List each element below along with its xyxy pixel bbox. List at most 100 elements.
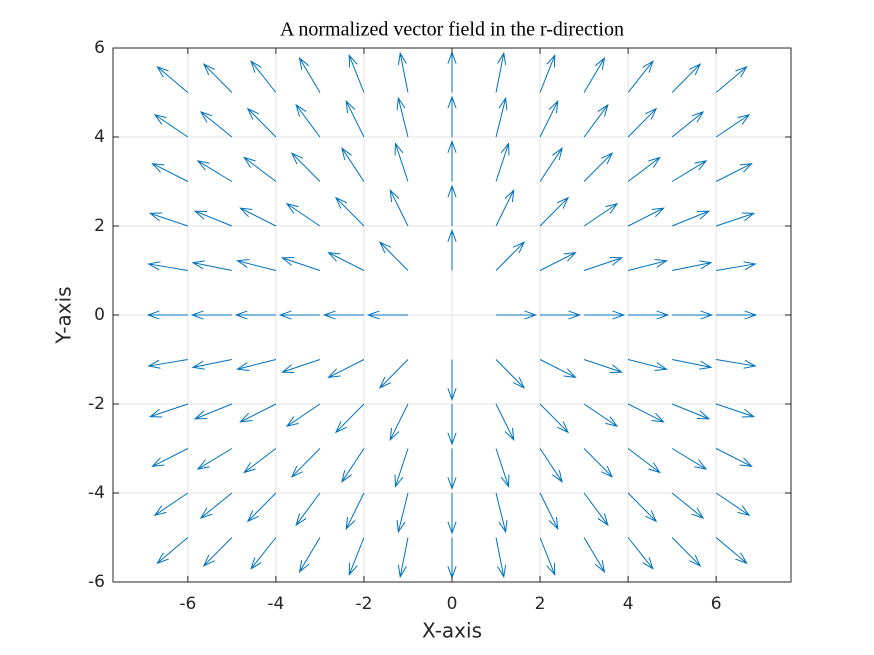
arrow bbox=[539, 448, 563, 484]
y-tick-label: -2 bbox=[88, 394, 105, 414]
arrow bbox=[715, 113, 751, 138]
x-tick-label: 0 bbox=[447, 594, 458, 614]
arrow bbox=[153, 113, 189, 138]
arrow bbox=[715, 162, 753, 182]
x-tick-label: 2 bbox=[535, 594, 546, 614]
arrow bbox=[295, 103, 321, 138]
chart-title: A normalized vector field in the r-direc… bbox=[280, 19, 624, 41]
arrow bbox=[190, 310, 232, 320]
arrow bbox=[243, 156, 277, 182]
arrow bbox=[246, 492, 277, 523]
arrow bbox=[322, 310, 364, 320]
arrow bbox=[715, 537, 748, 565]
arrow bbox=[539, 492, 559, 531]
arrow bbox=[366, 310, 408, 320]
arrow bbox=[298, 56, 321, 93]
arrow bbox=[495, 448, 510, 488]
arrow bbox=[151, 448, 189, 468]
arrow bbox=[583, 103, 609, 138]
arrow bbox=[539, 53, 556, 93]
arrow bbox=[193, 403, 233, 420]
arrow bbox=[671, 63, 702, 93]
arrow bbox=[583, 403, 619, 428]
arrow bbox=[539, 403, 570, 434]
arrow bbox=[583, 257, 624, 271]
arrow bbox=[148, 212, 189, 227]
arrow bbox=[239, 403, 277, 423]
arrow bbox=[327, 359, 365, 379]
arrow bbox=[672, 359, 713, 370]
arrow bbox=[199, 492, 233, 519]
arrow bbox=[495, 403, 515, 442]
arrow bbox=[539, 146, 563, 182]
arrow bbox=[334, 403, 365, 434]
y-axis-label: Y-axis bbox=[52, 286, 76, 344]
arrow bbox=[285, 202, 321, 227]
arrow bbox=[348, 53, 365, 93]
arrow bbox=[540, 310, 582, 320]
arrow bbox=[495, 96, 508, 138]
arrow bbox=[715, 65, 748, 93]
arrow bbox=[341, 146, 365, 182]
arrow bbox=[583, 56, 606, 93]
arrow bbox=[539, 251, 577, 271]
y-tick-label: -4 bbox=[88, 483, 105, 503]
arrow bbox=[341, 448, 365, 484]
arrow bbox=[236, 359, 277, 371]
arrow bbox=[147, 261, 188, 271]
arrow bbox=[672, 260, 713, 271]
arrow bbox=[193, 210, 233, 227]
arrow bbox=[716, 310, 758, 320]
arrow bbox=[583, 202, 619, 227]
arrow bbox=[495, 241, 526, 271]
arrow bbox=[447, 493, 457, 535]
arrow bbox=[396, 492, 409, 534]
arrow bbox=[627, 60, 654, 93]
arrow bbox=[495, 142, 510, 182]
arrow bbox=[627, 156, 661, 182]
arrow bbox=[447, 228, 457, 271]
y-tick-label: 6 bbox=[94, 38, 105, 58]
arrow bbox=[584, 310, 626, 320]
x-tick-label: 6 bbox=[711, 594, 722, 614]
arrow bbox=[397, 51, 409, 93]
arrow bbox=[447, 139, 457, 182]
arrow bbox=[496, 310, 538, 320]
arrow bbox=[196, 160, 233, 182]
y-tick-label: 0 bbox=[94, 305, 105, 325]
arrow bbox=[280, 359, 321, 373]
arrow bbox=[290, 448, 321, 478]
arrow bbox=[716, 261, 757, 271]
arrow bbox=[627, 107, 658, 138]
arrow bbox=[345, 99, 365, 138]
arrow bbox=[345, 492, 365, 531]
arrow bbox=[397, 537, 409, 579]
arrow bbox=[671, 403, 711, 420]
y-tick-label: 2 bbox=[94, 216, 105, 236]
arrow bbox=[290, 152, 321, 182]
arrow bbox=[539, 99, 559, 138]
arrow bbox=[627, 448, 661, 474]
arrow bbox=[539, 196, 570, 227]
arrow bbox=[396, 96, 409, 138]
arrow bbox=[348, 537, 365, 577]
arrow bbox=[334, 196, 365, 227]
y-tick-label: -6 bbox=[88, 572, 105, 592]
arrow bbox=[191, 260, 232, 271]
arrow bbox=[583, 448, 614, 478]
arrow bbox=[156, 537, 189, 565]
arrow bbox=[715, 448, 753, 468]
arrow bbox=[156, 65, 189, 93]
arrow bbox=[394, 142, 409, 182]
arrow bbox=[715, 492, 751, 517]
arrow bbox=[716, 359, 757, 369]
arrow bbox=[671, 448, 708, 470]
arrow bbox=[146, 310, 188, 320]
arrow bbox=[234, 310, 276, 320]
arrow bbox=[671, 111, 705, 138]
arrow bbox=[671, 537, 702, 567]
arrow bbox=[627, 403, 665, 423]
x-tick-label: -2 bbox=[355, 594, 372, 614]
arrow bbox=[389, 188, 409, 227]
arrow bbox=[196, 448, 233, 470]
